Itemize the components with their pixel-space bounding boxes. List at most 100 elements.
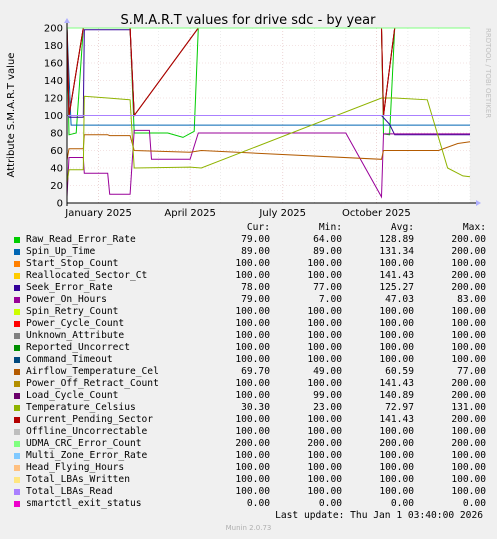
legend-avg: 131.34 — [379, 246, 414, 257]
legend-max: 0.00 — [462, 498, 486, 509]
legend-min: 7.00 — [318, 294, 342, 305]
legend-row-smartctl-exit-status: smartctl_exit_status 0.00 0.00 0.00 0.00 — [12, 498, 490, 510]
legend-min: 77.00 — [313, 282, 342, 293]
legend-cur: 100.00 — [235, 426, 270, 437]
legend-avg: 100.00 — [379, 306, 414, 317]
legend-row-load-cycle-count: Load_Cycle_Count 100.00 99.00 140.89 200.00 — [12, 390, 490, 402]
legend-row-udma-crc-error-count: UDMA_CRC_Error_Count 200.00 200.00 200.00 20… — [12, 438, 490, 450]
legend-avg: 141.43 — [379, 378, 414, 389]
legend-max: 100.00 — [451, 486, 486, 497]
legend-max: 100.00 — [451, 354, 486, 365]
legend-row-spin-up-time: Spin_Up_Time 89.00 89.00 131.34 200.00 — [12, 246, 490, 258]
legend-max: 200.00 — [451, 438, 486, 449]
legend-avg: 47.03 — [385, 294, 414, 305]
y-tick-label: 0 — [57, 199, 63, 210]
legend-swatch — [14, 285, 20, 291]
legend-avg: 100.00 — [379, 450, 414, 461]
legend-swatch — [14, 405, 20, 411]
legend-avg: 100.00 — [379, 342, 414, 353]
legend-max: 100.00 — [451, 474, 486, 485]
chart: 0 20 40 60 80 100 120 140 160 180 200 January 2025 A… — [6, 13, 492, 219]
legend-max: 100.00 — [451, 462, 486, 473]
legend-name: Command_Timeout — [26, 354, 113, 365]
y-axis-label: Attribute S.M.A.R.T value — [6, 53, 17, 178]
legend-row-command-timeout: Command_Timeout 100.00 100.00 100.00 100.00 — [12, 354, 490, 366]
y-tick-label: 200 — [44, 24, 63, 35]
series-line-power-on-hours — [66, 129, 470, 199]
legend-max: 131.00 — [451, 402, 486, 413]
legend-cur: 79.00 — [241, 294, 270, 305]
legend-swatch — [14, 489, 20, 495]
legend-min: 100.00 — [307, 270, 342, 281]
legend-swatch — [14, 429, 20, 435]
legend-cur: 100.00 — [235, 318, 270, 329]
legend-swatch — [14, 261, 20, 267]
legend-name: UDMA_CRC_Error_Count — [26, 438, 142, 449]
legend-min: 200.00 — [307, 438, 342, 449]
legend-min: 100.00 — [307, 354, 342, 365]
legend-cur: 30.30 — [241, 402, 270, 413]
legend-cur: 100.00 — [235, 378, 270, 389]
x-tick-label: January 2025 — [64, 208, 132, 219]
legend-name: Temperature_Celsius — [26, 402, 136, 413]
x-tick-label: October 2025 — [342, 208, 411, 219]
legend-max: 200.00 — [451, 234, 486, 245]
legend-name: Total_LBAs_Read — [26, 486, 113, 497]
legend-name: Spin_Up_Time — [26, 246, 96, 257]
legend-name: Power_On_Hours — [26, 294, 107, 305]
y-tick-label: 40 — [50, 164, 63, 175]
legend-swatch — [14, 417, 20, 423]
legend-max: 100.00 — [451, 258, 486, 269]
legend-row-spin-retry-count: Spin_Retry_Count 100.00 100.00 100.00 100.00 — [12, 306, 490, 318]
legend-name: Raw_Read_Error_Rate — [26, 234, 136, 245]
legend-cur: 100.00 — [235, 486, 270, 497]
legend-max: 200.00 — [451, 246, 486, 257]
legend-avg: 100.00 — [379, 462, 414, 473]
legend-swatch — [14, 345, 20, 351]
legend-min: 49.00 — [313, 366, 342, 377]
legend-min: 100.00 — [307, 342, 342, 353]
legend-swatch — [14, 477, 20, 483]
series-group — [66, 27, 471, 204]
axes: 0 20 40 60 80 100 120 140 160 180 200 January 2025 A… — [44, 18, 481, 219]
x-axis-arrow — [476, 200, 481, 206]
legend-swatch — [14, 465, 20, 471]
legend-cur: 200.00 — [235, 438, 270, 449]
legend-row-seek-error-rate: Seek_Error_Rate 78.00 77.00 125.27 200.00 — [12, 282, 490, 294]
legend-avg: 100.00 — [379, 474, 414, 485]
legend-row-power-off-retract-count: Power_Off_Retract_Count 100.00 100.00 141.4… — [12, 378, 490, 390]
legend-max: 100.00 — [451, 318, 486, 329]
legend-cur: 69.70 — [241, 366, 270, 377]
legend-row-head-flying-hours: Head_Flying_Hours 100.00 100.00 100.00 100.0… — [12, 462, 490, 474]
legend-avg: 60.59 — [385, 366, 414, 377]
legend-row-total-lbas-written: Total_LBAs_Written 100.00 100.00 100.00 100.… — [12, 474, 490, 486]
rrdtool-watermark: RRDTOOL / TOBI OETIKER — [484, 28, 492, 118]
legend-swatch — [14, 381, 20, 387]
legend-max: 200.00 — [451, 282, 486, 293]
legend-avg: 100.00 — [379, 426, 414, 437]
legend-name: Load_Cycle_Count — [26, 390, 119, 401]
legend-row-total-lbas-read: Total_LBAs_Read 100.00 100.00 100.00 100.00 — [12, 486, 490, 498]
legend-avg: 72.97 — [385, 402, 414, 413]
legend-name: Airflow_Temperature_Cel — [26, 366, 159, 377]
legend-avg: 100.00 — [379, 318, 414, 329]
legend-cur: 100.00 — [235, 258, 270, 269]
legend-max: 200.00 — [451, 414, 486, 425]
legend-avg: 100.00 — [379, 354, 414, 365]
legend-row-power-on-hours: Power_On_Hours 79.00 7.00 47.03 83.00 — [12, 294, 490, 306]
legend-cur: 100.00 — [235, 270, 270, 281]
legend-name: Reported_Uncorrect — [26, 342, 130, 353]
legend-rows: Raw_Read_Error_Rate 79.00 64.00 128.89 200.0… — [12, 234, 490, 510]
legend-max: 200.00 — [451, 390, 486, 401]
legend-row-multi-zone-error-rate: Multi_Zone_Error_Rate 100.00 100.00 100.00 1… — [12, 450, 490, 462]
legend-min: 100.00 — [307, 258, 342, 269]
legend-min: 100.00 — [307, 462, 342, 473]
chart-title: S.M.A.R.T values for drive sdc - by year — [121, 13, 377, 28]
legend-swatch — [14, 297, 20, 303]
y-tick-label: 20 — [50, 181, 63, 192]
legend-header-min: Min: — [318, 222, 342, 233]
legend-swatch — [14, 333, 20, 339]
legend-cur: 100.00 — [235, 390, 270, 401]
legend-row-raw-read-error-rate: Raw_Read_Error_Rate 79.00 64.00 128.89 200.0… — [12, 234, 490, 246]
legend-min: 100.00 — [307, 450, 342, 461]
